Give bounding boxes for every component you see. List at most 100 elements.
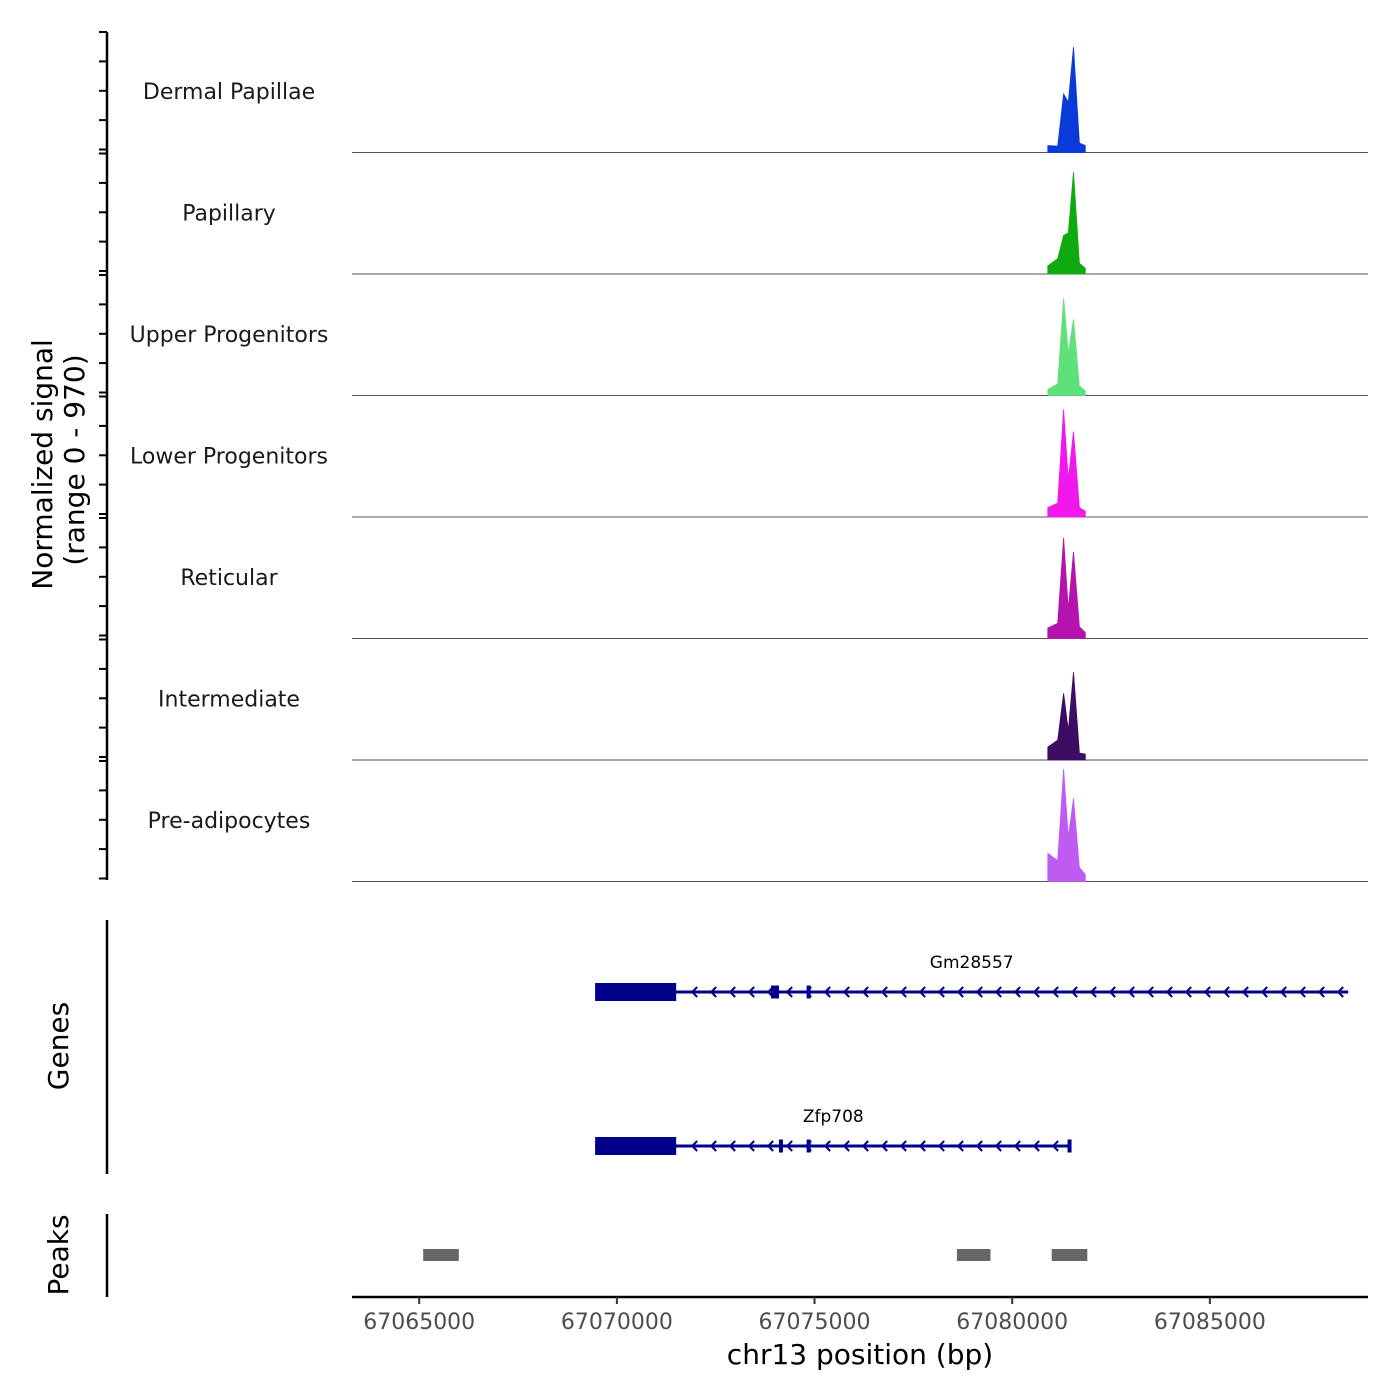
strand-arrow [804, 986, 812, 998]
strand-arrow [690, 986, 698, 998]
gene-exon [806, 985, 811, 999]
strand-arrow [861, 986, 869, 998]
strand-arrow [1298, 986, 1306, 998]
x-tick-label: 67080000 [956, 1310, 1068, 1335]
strand-arrow [823, 1140, 831, 1152]
gene-exon [771, 985, 779, 999]
strand-arrow [1241, 986, 1249, 998]
coverage-track: Dermal Papillae [143, 47, 1368, 153]
gene-exon [1067, 1139, 1072, 1153]
strand-arrow [956, 986, 964, 998]
coverage-peak [1047, 47, 1086, 153]
x-tick-label: 67085000 [1154, 1310, 1266, 1335]
strand-arrow [785, 986, 793, 998]
strand-arrow [937, 986, 945, 998]
strand-arrow [1203, 986, 1211, 998]
strand-arrow [1260, 986, 1268, 998]
strand-arrow [709, 1140, 717, 1152]
coverage-track: Lower Progenitors [130, 409, 1368, 518]
coverage-peak [1047, 172, 1086, 275]
strand-arrow [728, 1140, 736, 1152]
track-label: Lower Progenitors [130, 445, 328, 470]
strand-arrow [1013, 1140, 1021, 1152]
strand-arrow [1089, 986, 1097, 998]
strand-arrow [785, 1140, 793, 1152]
gene-model: Zfp708 [595, 1107, 1072, 1155]
strand-arrow [1032, 986, 1040, 998]
strand-arrow [1336, 986, 1344, 998]
coverage-peak [1047, 298, 1086, 396]
strand-arrow [842, 986, 850, 998]
coverage-y-ticks [99, 31, 107, 880]
strand-arrow [994, 986, 1002, 998]
peaks-track-title: Peaks [42, 1214, 75, 1295]
strand-arrow [975, 1140, 983, 1152]
strand-arrow [1279, 986, 1287, 998]
gene-exon [595, 983, 677, 1001]
track-label: Pre-adipocytes [148, 809, 311, 834]
x-tick-label: 67065000 [363, 1310, 475, 1335]
genes-track: Gm28557 Zfp708 [595, 953, 1349, 1155]
strand-arrow [1032, 1140, 1040, 1152]
x-tick-label: 67070000 [561, 1310, 673, 1335]
strand-arrow [1165, 986, 1173, 998]
gene-exon [778, 1139, 783, 1153]
strand-arrow [842, 1140, 850, 1152]
peaks-track [423, 1249, 1088, 1261]
gene-model: Gm28557 [595, 953, 1349, 1001]
x-axis-ticks: 67065000 67070000 67075000 67080000 67085000 [363, 1297, 1266, 1335]
track-label: Reticular [180, 566, 278, 591]
strand-arrow [899, 1140, 907, 1152]
peak-region [1051, 1249, 1088, 1261]
x-axis-title: chr13 position (bp) [727, 1338, 993, 1371]
strand-arrow [690, 1140, 698, 1152]
strand-arrow [1317, 986, 1325, 998]
coverage-track: Pre-adipocytes [148, 769, 1368, 882]
y-axis-title-line1: Normalized signal [26, 339, 59, 590]
strand-arrow [804, 1140, 812, 1152]
strand-arrow [1222, 986, 1230, 998]
strand-arrow [994, 1140, 1002, 1152]
strand-arrow [823, 986, 831, 998]
track-label: Intermediate [158, 688, 300, 713]
strand-arrow [1051, 986, 1059, 998]
strand-arrow [975, 986, 983, 998]
peak-region [423, 1249, 459, 1261]
track-label: Dermal Papillae [143, 80, 315, 105]
coverage-track: Intermediate [158, 672, 1368, 761]
coverage-peak [1047, 409, 1086, 518]
track-label: Upper Progenitors [130, 323, 329, 348]
strand-arrow [899, 986, 907, 998]
genes-track-title: Genes [42, 1002, 75, 1090]
strand-arrow [1184, 986, 1192, 998]
coverage-tracks: Dermal Papillae Papillary Upper Progenitor… [130, 47, 1368, 882]
strand-arrow [880, 986, 888, 998]
strand-arrow [918, 986, 926, 998]
strand-arrow [747, 1140, 755, 1152]
track-label: Papillary [182, 202, 276, 227]
strand-arrow [1013, 986, 1021, 998]
gene-exon [806, 1139, 811, 1153]
peak-region [956, 1249, 991, 1261]
coverage-peak [1047, 537, 1086, 639]
strand-arrow [956, 1140, 964, 1152]
strand-arrow [1070, 986, 1078, 998]
strand-arrow [918, 1140, 926, 1152]
gene-label: Zfp708 [803, 1107, 864, 1127]
strand-arrow [937, 1140, 945, 1152]
coverage-track: Reticular [180, 537, 1368, 639]
strand-arrow [880, 1140, 888, 1152]
strand-arrow [766, 1140, 774, 1152]
coverage-y-axis-title: Normalized signal (range 0 - 970) [26, 330, 91, 589]
strand-arrow [728, 986, 736, 998]
strand-arrow [1051, 1140, 1059, 1152]
y-axis-title-line2: (range 0 - 970) [58, 354, 91, 565]
strand-arrow [747, 986, 755, 998]
coverage-track: Papillary [182, 172, 1368, 275]
coverage-track: Upper Progenitors [130, 298, 1368, 396]
strand-arrow [766, 986, 774, 998]
gene-exon [595, 1137, 677, 1155]
strand-arrow [709, 986, 717, 998]
coverage-peak [1047, 769, 1086, 882]
